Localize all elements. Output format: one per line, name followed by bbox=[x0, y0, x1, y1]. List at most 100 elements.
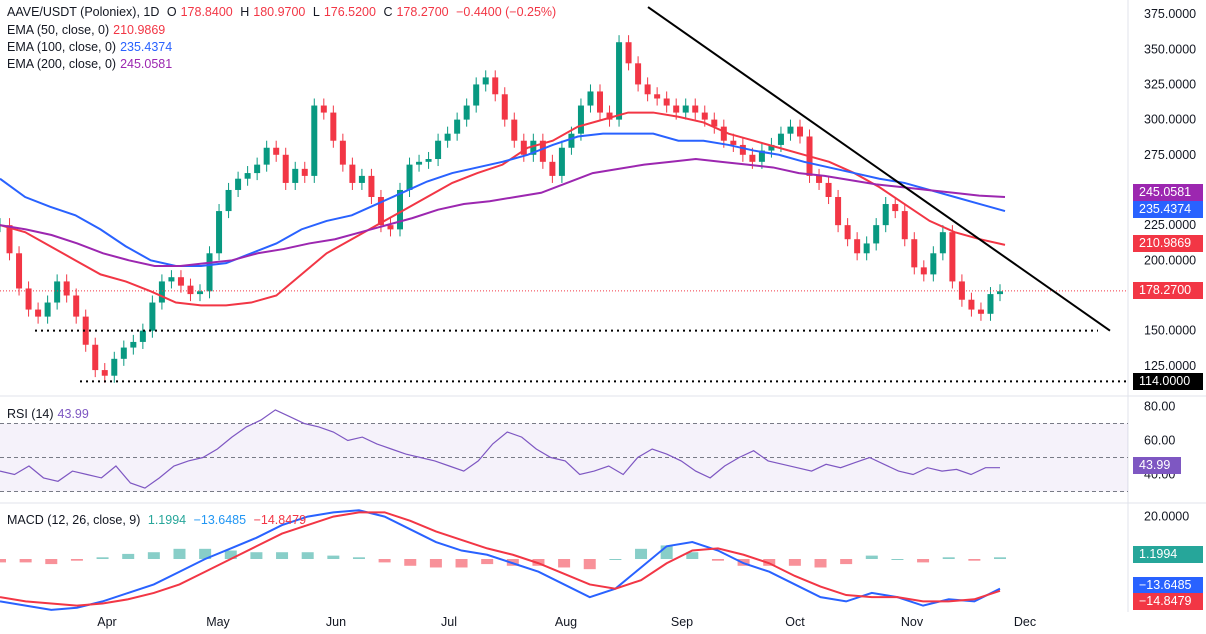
candle-body bbox=[216, 211, 223, 254]
macd-hist-bar bbox=[481, 559, 494, 565]
rsi-tick-label: 60.00 bbox=[1144, 434, 1175, 448]
ema100-line bbox=[0, 132, 1006, 267]
candle-body bbox=[920, 267, 927, 275]
candle-body bbox=[549, 161, 556, 176]
candle-body bbox=[882, 204, 889, 226]
candle-body bbox=[320, 105, 327, 113]
candle-body bbox=[787, 126, 794, 134]
rsi-badge: 43.99 bbox=[1133, 457, 1181, 474]
macd-hist-bar bbox=[583, 559, 596, 570]
x-axis-label: Oct bbox=[785, 615, 805, 629]
candle-body bbox=[530, 140, 537, 155]
candle-body bbox=[797, 126, 803, 137]
macd-hist-bar bbox=[686, 552, 699, 559]
candle-body bbox=[473, 84, 480, 106]
candle-body bbox=[682, 105, 689, 113]
macd-hist-bar bbox=[199, 548, 212, 559]
candle-body bbox=[606, 112, 613, 120]
macd-hist-bar bbox=[173, 548, 186, 559]
candle-body bbox=[654, 94, 661, 99]
candle-body bbox=[568, 133, 575, 148]
candle-body bbox=[511, 119, 518, 141]
macd-hist-bar bbox=[70, 559, 83, 561]
candle-body bbox=[339, 140, 346, 165]
candle-body bbox=[673, 105, 680, 113]
candle-body bbox=[244, 173, 251, 179]
ema50-badge: 210.9869 bbox=[1133, 235, 1203, 252]
candle-body bbox=[44, 302, 51, 317]
macd-hist-bar bbox=[96, 557, 109, 559]
candle-body bbox=[425, 159, 432, 162]
candle-body bbox=[282, 154, 289, 183]
macd-hist-bar bbox=[840, 559, 853, 565]
candle-body bbox=[444, 133, 451, 141]
macd-hist-bar bbox=[968, 559, 981, 561]
candle-body bbox=[816, 175, 823, 183]
candle-body bbox=[111, 358, 118, 376]
candle-body bbox=[292, 168, 299, 183]
macd-legend: MACD (12, 26, close, 9) 1.1994 −13.6485 … bbox=[7, 513, 307, 527]
ema50-legend: EMA (50, close, 0) 210.9869 bbox=[7, 23, 166, 37]
candle-body bbox=[368, 175, 375, 197]
candle-body bbox=[949, 232, 956, 282]
candle-body bbox=[158, 281, 165, 303]
price-tick-label: 350.0000 bbox=[1144, 42, 1196, 56]
candle-body bbox=[187, 285, 194, 295]
price-tick-label: 200.0000 bbox=[1144, 253, 1196, 267]
macd-hist-bar bbox=[558, 559, 571, 568]
candle-body bbox=[873, 225, 880, 244]
candle-body bbox=[911, 239, 918, 268]
price-tick-label: 225.0000 bbox=[1144, 218, 1196, 232]
macd-hist-badge: 1.1994 bbox=[1133, 546, 1203, 563]
x-axis-label: Dec bbox=[1014, 615, 1036, 629]
x-axis-label: May bbox=[206, 615, 230, 629]
candle-body bbox=[958, 281, 965, 300]
candle-body bbox=[377, 197, 384, 226]
candle-body bbox=[768, 144, 775, 151]
candle-body bbox=[397, 189, 403, 230]
x-axis-label: Apr bbox=[97, 615, 116, 629]
macd-hist-bar bbox=[301, 552, 314, 559]
price-tick-label: 150.0000 bbox=[1144, 324, 1196, 338]
macd-tick-label: 20.0000 bbox=[1144, 510, 1189, 524]
macd-hist-bar bbox=[224, 550, 237, 559]
price-tick-label: 375.0000 bbox=[1144, 7, 1196, 21]
last-price-badge: 178.2700 bbox=[1133, 282, 1203, 299]
candle-body bbox=[835, 197, 842, 226]
candle-body bbox=[463, 105, 470, 120]
macd-line bbox=[0, 509, 1001, 611]
price-tick-label: 275.0000 bbox=[1144, 148, 1196, 162]
candle-body bbox=[968, 299, 975, 310]
candle-body bbox=[358, 175, 365, 183]
candle-body bbox=[82, 316, 89, 345]
macd-hist-bar bbox=[276, 552, 289, 559]
macd-hist-bar bbox=[429, 559, 442, 568]
candle-body bbox=[663, 98, 670, 106]
candle-body bbox=[892, 204, 899, 212]
candle-body bbox=[301, 168, 308, 176]
rsi-legend: RSI (14) 43.99 bbox=[7, 407, 89, 421]
macd-hist-bar bbox=[455, 559, 468, 568]
macd-hist-bar bbox=[609, 559, 622, 560]
macd-hist-bar bbox=[45, 559, 58, 565]
candle-body bbox=[597, 91, 603, 113]
candle-body bbox=[263, 147, 270, 165]
candle-body bbox=[197, 291, 203, 295]
candle-body bbox=[225, 189, 232, 212]
candle-body bbox=[901, 211, 908, 240]
x-axis-label: Sep bbox=[671, 615, 693, 629]
macd-hist-bar bbox=[994, 557, 1006, 559]
candle-body bbox=[863, 243, 870, 254]
macd-hist-bar bbox=[250, 552, 263, 559]
candle-body bbox=[254, 164, 261, 174]
candle-body bbox=[16, 253, 23, 289]
macd-hist-bar bbox=[378, 559, 391, 563]
macd-hist-bar bbox=[865, 555, 878, 559]
candle-body bbox=[139, 330, 146, 342]
candle-body bbox=[558, 147, 565, 176]
candle-body bbox=[987, 294, 994, 314]
symbol-legend: AAVE/USDT (Poloniex), 1D O 178.8400 H 180.… bbox=[7, 5, 557, 19]
candle-body bbox=[387, 225, 394, 230]
candle-body bbox=[730, 140, 737, 145]
